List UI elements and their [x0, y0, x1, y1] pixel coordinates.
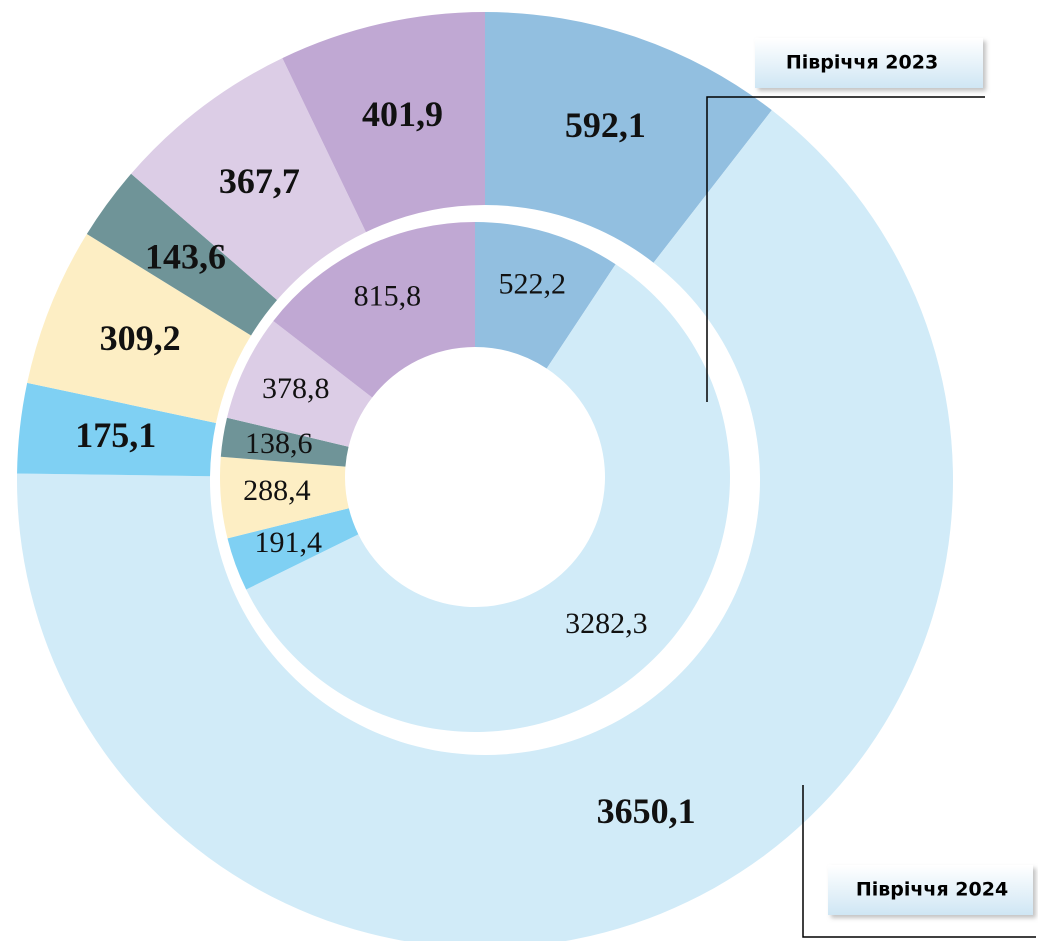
value-label: 143,6 — [145, 236, 226, 276]
slice — [220, 456, 349, 539]
value-label: 191,4 — [255, 526, 323, 559]
value-label: 522,2 — [498, 268, 566, 301]
callout-2023: Півріччя 2023 — [706, 38, 985, 402]
value-label: 3650,1 — [597, 791, 696, 831]
rings: 522,2 3282,3 191,4 288,4 138,6 378,8 815,8 592,… — [17, 12, 953, 941]
slice — [131, 58, 366, 301]
value-label: 3282,3 — [565, 607, 648, 640]
legend-box — [828, 865, 1033, 915]
slice — [485, 12, 772, 263]
callout-line — [802, 785, 1036, 938]
legend-box — [755, 38, 983, 88]
value-label: 175,1 — [75, 415, 156, 455]
legend-label: Півріччя 2023 — [786, 52, 938, 74]
slice — [86, 173, 278, 336]
slice — [17, 110, 953, 941]
value-label: 378,8 — [262, 372, 330, 405]
value-label: 138,6 — [245, 427, 313, 460]
slice — [273, 222, 475, 398]
slice — [227, 508, 359, 590]
slice — [27, 234, 252, 423]
slice — [17, 382, 216, 477]
value-label: 815,8 — [354, 279, 422, 312]
callout-line — [706, 96, 985, 402]
value-label: 288,4 — [243, 474, 311, 507]
legend-label: Півріччя 2024 — [856, 879, 1008, 901]
value-label: 309,2 — [100, 318, 181, 358]
slice — [475, 222, 616, 369]
callout-2024: Півріччя 2024 — [802, 785, 1036, 938]
slice — [226, 320, 373, 447]
value-label: 401,9 — [362, 94, 443, 134]
slice — [282, 12, 485, 233]
slice — [220, 417, 349, 467]
value-label: 592,1 — [565, 105, 646, 145]
value-label: 367,7 — [219, 161, 300, 201]
slice — [246, 264, 730, 732]
